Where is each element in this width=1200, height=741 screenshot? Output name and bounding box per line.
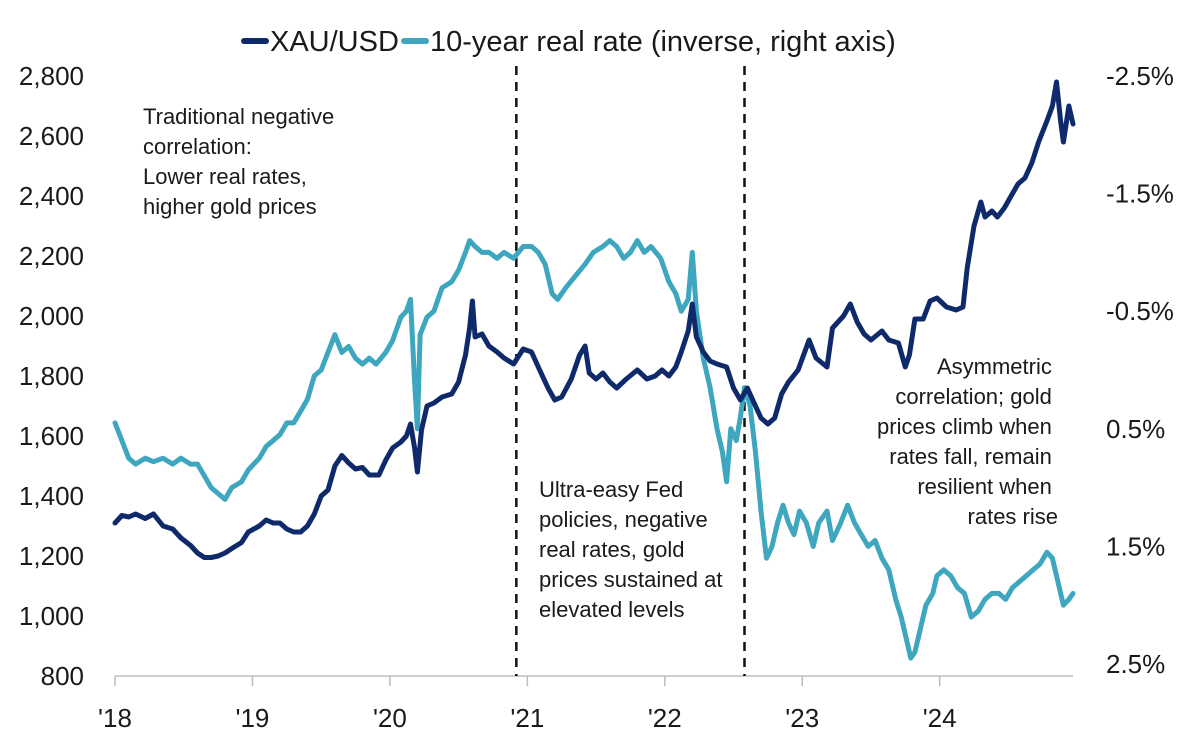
annotation-asymmetric-line: rates rise: [968, 504, 1058, 529]
x-tick-label: '21: [510, 703, 544, 733]
annotation-traditional-line: Traditional negative: [143, 104, 334, 129]
real-rate-line: [112, 238, 1076, 661]
legend-label-real-rate: 10-year real rate (inverse, right axis): [430, 26, 896, 58]
series-group: [112, 79, 1076, 661]
left-tick-label: 2,200: [19, 241, 84, 271]
x-tick-label: '23: [785, 703, 819, 733]
annotation-ultra-easy-line: elevated levels: [539, 597, 685, 622]
left-tick-label: 2,600: [19, 121, 84, 151]
annotation-traditional-line: correlation:: [143, 134, 252, 159]
annotation-traditional-line: Lower real rates,: [143, 164, 307, 189]
x-tick-label: '18: [98, 703, 132, 733]
annotation-asymmetric-line: Asymmetric: [937, 354, 1052, 379]
annotation-ultra-easy-line: prices sustained at: [539, 567, 722, 592]
annotation-traditional-line: higher gold prices: [143, 194, 317, 219]
annotation-asymmetric-line: correlation; gold: [895, 384, 1052, 409]
left-tick-label: 1,400: [19, 481, 84, 511]
legend-label-gold: XAU/USD: [270, 26, 399, 58]
x-tick-label: '24: [923, 703, 957, 733]
left-tick-label: 1,000: [19, 601, 84, 631]
right-tick-label: -1.5%: [1106, 179, 1174, 209]
left-tick-label: 1,200: [19, 541, 84, 571]
x-axis-ticks: '18 '19 '20 '21 '22 '23 '24: [98, 676, 957, 733]
annotation-asymmetric-line: rates fall, remain: [889, 444, 1052, 469]
legend: XAU/USD 10-year real rate (inverse, righ…: [241, 26, 896, 58]
left-tick-label: 1,600: [19, 421, 84, 451]
annotation-ultra-easy-line: real rates, gold: [539, 537, 685, 562]
annotation-ultra-easy-line: Ultra-easy Fed: [539, 477, 683, 502]
left-tick-label: 800: [41, 661, 84, 691]
regime-dividers: [515, 66, 746, 676]
left-axis-ticks: 2,800 2,600 2,400 2,200 2,000 1,800 1,600 1,400…: [19, 61, 84, 691]
gold-price-line: [112, 79, 1076, 560]
x-tick-label: '20: [373, 703, 407, 733]
annotation-ultra-easy: Ultra-easy Fed policies, negative real r…: [539, 477, 729, 622]
right-tick-label: 2.5%: [1106, 649, 1165, 679]
right-tick-label: -0.5%: [1106, 296, 1174, 326]
annotation-asymmetric-line: resilient when: [917, 474, 1052, 499]
annotation-asymmetric: Asymmetric correlation; gold prices clim…: [877, 354, 1058, 529]
x-tick-label: '19: [236, 703, 270, 733]
left-tick-label: 2,000: [19, 301, 84, 331]
left-tick-label: 1,800: [19, 361, 84, 391]
right-tick-label: 0.5%: [1106, 414, 1165, 444]
annotation-asymmetric-line: prices climb when: [877, 414, 1052, 439]
x-tick-label: '22: [648, 703, 682, 733]
left-tick-label: 2,800: [19, 61, 84, 91]
right-axis-ticks: -2.5% -1.5% -0.5% 0.5% 1.5% 2.5%: [1106, 61, 1174, 679]
annotation-traditional: Traditional negative correlation: Lower …: [143, 104, 340, 219]
right-tick-label: 1.5%: [1106, 531, 1165, 561]
left-tick-label: 2,400: [19, 181, 84, 211]
right-tick-label: -2.5%: [1106, 61, 1174, 91]
annotation-ultra-easy-line: policies, negative: [539, 507, 708, 532]
